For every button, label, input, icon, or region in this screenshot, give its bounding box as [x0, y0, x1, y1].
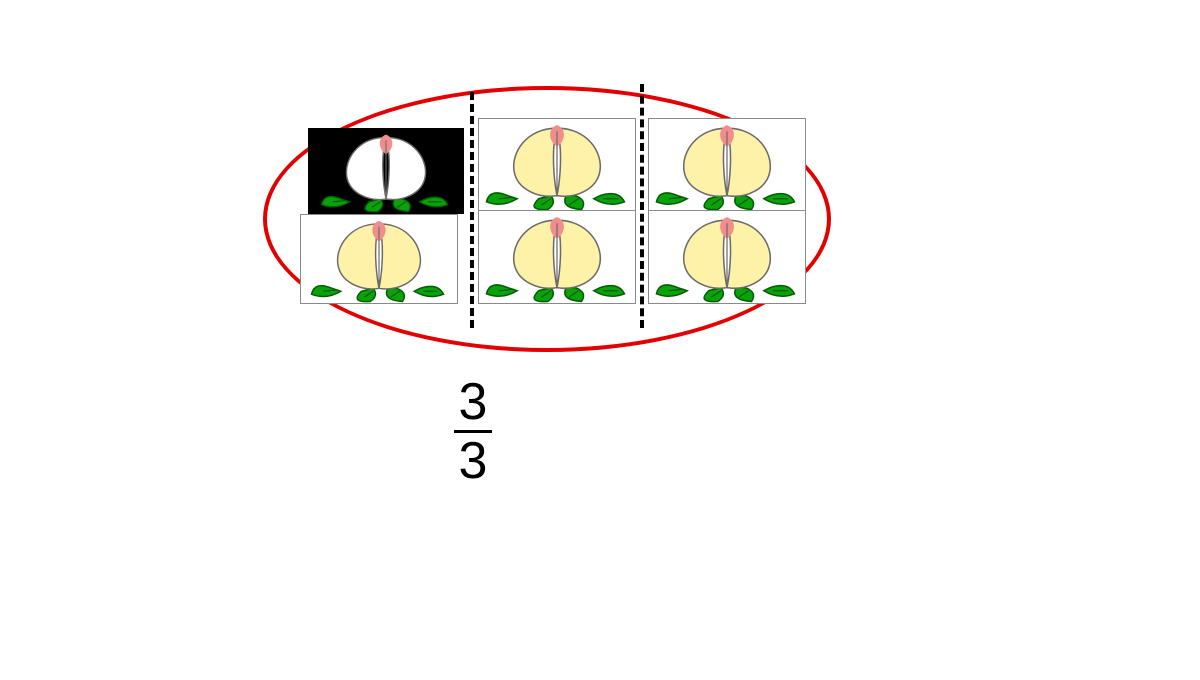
fraction-denominator: 3 [454, 435, 492, 487]
fraction-numerator: 3 [454, 376, 492, 428]
divider-line [640, 84, 644, 328]
diagram-canvas: 3 3 [0, 0, 1200, 680]
peach-item [478, 118, 636, 212]
peach-item [478, 210, 636, 304]
peach-item [648, 210, 806, 304]
peach-item [300, 214, 458, 304]
fraction-label: 3 3 [454, 376, 492, 487]
peach-item-selected [308, 128, 464, 214]
peach-item [648, 118, 806, 212]
divider-line [470, 92, 474, 328]
